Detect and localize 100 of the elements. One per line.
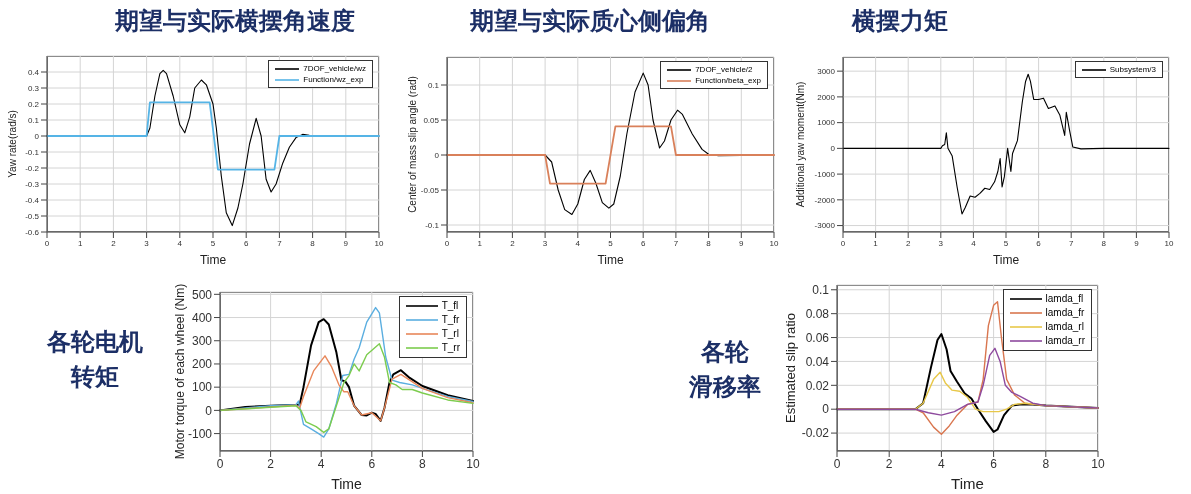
y-axis-title: Estimated slip ratio: [783, 313, 798, 423]
x-tick-label: 2: [885, 456, 893, 471]
x-tick-label: 2: [510, 238, 516, 248]
x-axis-title: Time: [199, 253, 227, 267]
y-axis-title: Center of mass slip angle (rad): [407, 76, 418, 213]
x-tick-label: 1: [477, 238, 483, 248]
x-tick-label: 6: [1036, 238, 1042, 248]
y-tick-label: 0.1: [427, 80, 440, 90]
y-tick-label: 0.02: [805, 378, 830, 393]
x-tick-label: 10: [1091, 456, 1105, 471]
x-tick-label: 0: [444, 238, 450, 248]
y-tick-label: -0.2: [25, 163, 40, 173]
x-tick-label: 6: [990, 456, 998, 471]
legend-label: lamda_fl: [1045, 292, 1084, 306]
x-tick-label: 2: [267, 456, 275, 471]
x-tick-label: 2: [111, 238, 117, 248]
y-tick-label: 0.1: [27, 115, 40, 125]
y-tick-label: 100: [191, 380, 213, 395]
x-tick-label: 1: [77, 238, 83, 248]
y-tick-label: 0.08: [805, 306, 830, 321]
y-tick-label: -0.6: [25, 227, 40, 237]
y-tick-label: -100: [187, 426, 213, 441]
legend-label: Subsystem/3: [1109, 64, 1156, 76]
y-tick-label: -1000: [814, 169, 836, 179]
y-tick-label: -0.4: [25, 195, 40, 205]
y-tick-label: 300: [191, 334, 213, 348]
x-tick-label: 8: [1042, 456, 1050, 471]
x-tick-label: 5: [210, 238, 216, 248]
x-tick-label: 9: [1134, 238, 1140, 248]
x-tick-label: 8: [419, 456, 427, 471]
x-tick-label: 6: [368, 456, 376, 471]
y-tick-label: 400: [191, 310, 213, 325]
y-axis-title: Additional yaw moment(Nm): [795, 81, 806, 208]
x-tick-label: 0: [216, 456, 224, 471]
y-tick-label: 0.3: [27, 83, 40, 93]
x-tick-label: 8: [1101, 238, 1107, 248]
x-tick-label: 8: [706, 238, 712, 248]
line-series: [219, 343, 474, 434]
text: 转矩: [69, 360, 120, 393]
y-tick-label: 0.04: [805, 354, 830, 369]
y-tick-label: 2000: [817, 92, 836, 102]
x-tick-label: 10: [374, 238, 384, 248]
line-series: [836, 347, 1099, 416]
x-tick-label: 3: [938, 238, 944, 248]
x-tick-label: 4: [575, 238, 581, 248]
x-tick-label: 1: [873, 238, 879, 248]
x-tick-label: 0: [840, 238, 846, 248]
x-axis-title: Time: [597, 253, 624, 267]
legend-label: 7DOF_vehicle/wz: [303, 63, 366, 75]
chart-title: 期望与实际质心侧偏角: [469, 5, 711, 37]
legend-label: T_rl: [441, 327, 459, 341]
chart-title: 期望与实际横摆角速度: [114, 5, 356, 37]
x-axis-title: Time: [331, 476, 363, 492]
x-tick-label: 6: [640, 238, 646, 248]
y-tick-label: 0: [830, 144, 836, 154]
x-tick-label: 10: [466, 456, 480, 471]
legend-label: Function/beta_exp: [695, 75, 761, 87]
y-tick-label: 0: [205, 403, 213, 418]
text: 滑移率: [688, 370, 762, 403]
y-tick-label: -0.3: [25, 179, 40, 189]
y-tick-label: 500: [191, 287, 213, 302]
line-series: [219, 355, 474, 422]
legend-label: T_fr: [441, 313, 460, 327]
x-tick-label: 0: [44, 238, 50, 248]
x-axis-title: Time: [951, 475, 984, 492]
x-tick-label: 5: [608, 238, 614, 248]
legend-label: 7DOF_vehicle/2: [695, 64, 753, 76]
y-tick-label: -0.02: [801, 426, 830, 441]
y-tick-label: 0: [34, 131, 40, 141]
x-tick-label: 4: [938, 456, 946, 471]
x-tick-label: 3: [542, 238, 548, 248]
y-tick-label: -0.05: [420, 185, 440, 195]
x-tick-label: 2: [905, 238, 911, 248]
y-tick-label: -0.1: [425, 220, 440, 230]
y-tick-label: 3000: [817, 66, 836, 76]
y-tick-label: 200: [191, 357, 213, 372]
y-tick-label: -0.1: [25, 147, 40, 157]
y-tick-label: 0: [822, 402, 830, 417]
y-tick-label: -0.5: [25, 211, 40, 221]
x-tick-label: 5: [1003, 238, 1009, 248]
y-axis-title: Motor torque of each wheel (Nm): [173, 283, 187, 460]
line-series: [842, 73, 1170, 215]
x-axis-title: Time: [992, 253, 1020, 267]
legend-label: T_fl: [441, 299, 459, 313]
x-tick-label: 9: [343, 238, 349, 248]
x-tick-label: 4: [317, 456, 325, 471]
y-tick-label: -3000: [814, 221, 836, 231]
y-tick-label: -2000: [814, 195, 836, 205]
x-tick-label: 10: [1164, 238, 1174, 248]
legend-label: Function/wz_exp: [303, 74, 364, 86]
x-tick-label: 4: [177, 238, 183, 248]
legend-label: lamda_rr: [1045, 334, 1085, 348]
y-tick-label: 0.06: [805, 330, 830, 345]
y-axis-title: Yaw rate(rad/s): [7, 110, 18, 178]
y-tick-label: 0.2: [27, 99, 40, 109]
x-tick-label: 4: [971, 238, 977, 248]
y-tick-label: 0: [434, 150, 440, 160]
x-tick-label: 10: [769, 238, 779, 248]
legend-label: lamda_fr: [1045, 306, 1085, 320]
y-tick-label: 0.1: [812, 283, 830, 298]
